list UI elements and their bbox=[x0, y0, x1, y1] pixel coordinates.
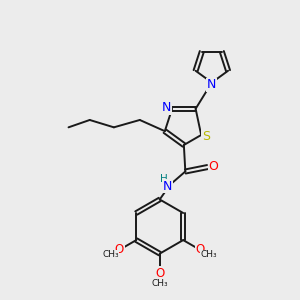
Text: O: O bbox=[115, 243, 124, 256]
Text: S: S bbox=[202, 130, 210, 143]
Text: H: H bbox=[160, 174, 167, 184]
Text: N: N bbox=[207, 78, 217, 92]
Text: O: O bbox=[208, 160, 218, 173]
Text: CH₃: CH₃ bbox=[102, 250, 119, 259]
Text: N: N bbox=[162, 180, 172, 193]
Text: O: O bbox=[155, 267, 164, 280]
Text: O: O bbox=[195, 243, 205, 256]
Text: N: N bbox=[162, 101, 172, 114]
Text: CH₃: CH₃ bbox=[200, 250, 217, 259]
Text: CH₃: CH₃ bbox=[152, 279, 168, 288]
